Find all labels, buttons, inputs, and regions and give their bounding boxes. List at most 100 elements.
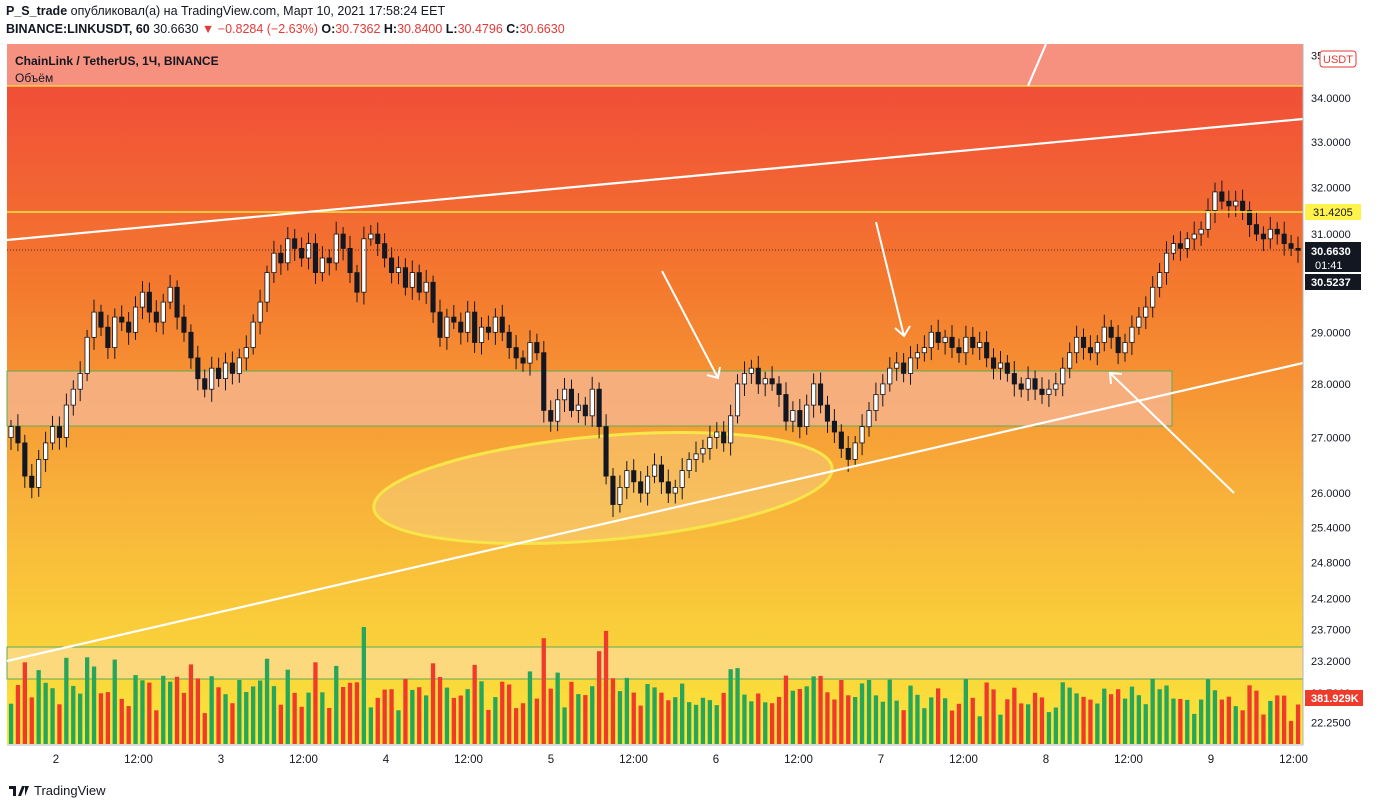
arrow-1[interactable] — [661, 270, 721, 380]
candle-body — [534, 342, 540, 354]
candle — [70, 380, 76, 416]
tradingview-logo[interactable]: TradingView — [8, 783, 106, 798]
candle — [1087, 335, 1094, 361]
candle-body — [1233, 200, 1239, 207]
ohlc-header: BINANCE:LINKUSDT, 60 30.6630 ▼ −0.8284 (… — [6, 22, 565, 36]
candle — [568, 379, 574, 418]
steep-trend-line[interactable] — [1026, 43, 1048, 87]
volume-bar — [984, 682, 989, 744]
volume-bar — [285, 669, 290, 744]
candle — [139, 281, 146, 320]
volume-bar — [866, 680, 872, 744]
level-price-bg — [1305, 204, 1361, 220]
tradingview-brand-text: TradingView — [34, 783, 106, 798]
candle-body — [292, 238, 298, 249]
volume-bar — [1067, 687, 1072, 744]
volume-bar — [1157, 689, 1162, 744]
volume-bar — [735, 668, 740, 744]
volume-bar — [770, 703, 775, 744]
candle-body — [845, 447, 851, 460]
time-axis-ticks: 2 12:00 3 12:00 4 12:00 5 12:00 6 12:00 7 12:00 8 12:… — [53, 754, 1308, 766]
tradingview-logo-icon — [8, 785, 30, 797]
volume-bar — [1122, 698, 1128, 744]
volume-bar — [617, 691, 623, 744]
volume-value-bg — [1305, 690, 1363, 706]
arrow-2-shaft — [875, 221, 905, 337]
candle — [402, 258, 408, 296]
volume-bar — [915, 694, 920, 744]
volume-bar — [85, 657, 90, 744]
arrow-2[interactable] — [875, 221, 911, 338]
candle — [908, 346, 914, 385]
volume-bar — [424, 695, 429, 744]
arrow-3[interactable] — [1108, 371, 1235, 494]
candle-body — [997, 362, 1003, 369]
candle — [679, 458, 685, 500]
candle-body — [1039, 388, 1045, 395]
price-axis[interactable] — [1303, 44, 1380, 744]
candle-body — [970, 336, 976, 348]
volume-bar — [977, 716, 982, 744]
candle-body — [326, 257, 332, 264]
previous-price-bg — [1305, 274, 1361, 290]
volume-bars — [8, 627, 1301, 744]
volume-bar — [168, 681, 173, 744]
candle — [63, 393, 69, 448]
candle-body — [368, 233, 374, 240]
price-tick-label: 23.2000 — [1311, 656, 1351, 668]
chart-legend-title[interactable]: ChainLink / TetherUS, 1Ч, BINANCE — [15, 54, 219, 68]
candle-body — [596, 388, 602, 428]
previous-price-label: 30.5237 — [1305, 274, 1361, 290]
candle-body — [1226, 200, 1232, 207]
candle-body — [880, 383, 886, 395]
lower-trend-line[interactable] — [6, 361, 1304, 663]
candle-body — [465, 311, 471, 333]
volume-legend[interactable]: Объём — [15, 71, 53, 85]
candle-body — [1150, 286, 1156, 308]
candle-body — [1087, 347, 1094, 354]
candle — [880, 374, 886, 407]
volume-bar — [534, 698, 539, 744]
author-name[interactable]: P_S_trade — [6, 4, 68, 18]
candle-body — [375, 233, 381, 245]
candle-body — [728, 415, 734, 444]
candle-body — [285, 238, 291, 264]
volume-bar — [278, 704, 283, 744]
candle — [956, 338, 962, 363]
candle-body — [1212, 191, 1218, 211]
candle — [36, 449, 42, 497]
support-zone-box — [6, 370, 1173, 427]
volume-bar — [991, 689, 996, 744]
candle — [984, 331, 990, 368]
candle — [762, 371, 768, 397]
candle — [921, 335, 927, 362]
volume-bar — [202, 713, 207, 744]
candle — [1281, 221, 1287, 256]
candle — [562, 378, 568, 412]
volume-bar — [237, 680, 242, 744]
candle — [818, 372, 824, 414]
candle-body — [1198, 228, 1204, 235]
volume-bar — [1129, 686, 1135, 744]
currency-badge[interactable]: USDT — [1319, 50, 1357, 68]
volume-bar — [624, 677, 629, 744]
candle-body — [1011, 373, 1017, 385]
volume-bar — [375, 697, 380, 744]
candle-body — [84, 336, 90, 374]
candle-body — [15, 426, 21, 444]
volume-bar — [562, 707, 567, 744]
current-price-text: 30.6630 — [1311, 246, 1351, 258]
upper-trend-line[interactable] — [6, 117, 1304, 242]
candle — [1191, 221, 1197, 250]
volume-bar — [548, 688, 553, 744]
candle — [700, 439, 706, 463]
volume-bar — [8, 703, 14, 744]
candle — [271, 240, 277, 283]
candle-body — [1281, 233, 1287, 245]
candle-body — [548, 410, 554, 422]
candle — [1247, 201, 1253, 237]
candle-body — [250, 321, 256, 348]
volume-bar — [527, 671, 533, 744]
volume-bar — [1116, 689, 1121, 744]
